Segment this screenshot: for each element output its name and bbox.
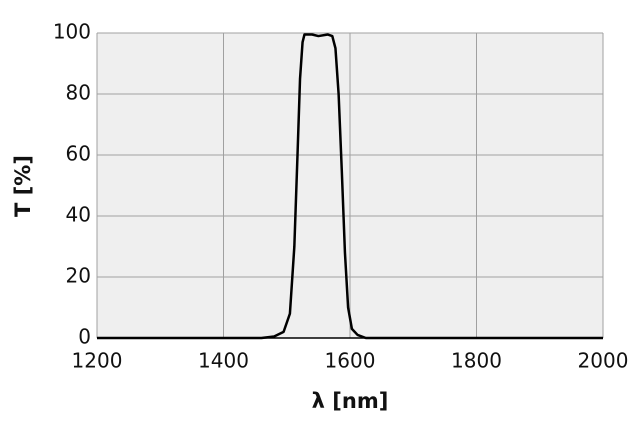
y-tick-label: 100: [53, 20, 91, 44]
x-tick-label: 1400: [198, 349, 249, 373]
x-tick-label: 1600: [325, 349, 376, 373]
x-axis-title: λ [nm]: [312, 389, 389, 413]
y-tick-label: 80: [66, 81, 91, 105]
y-tick-label: 40: [66, 203, 91, 227]
y-axis-title: T [%]: [11, 155, 35, 217]
data-line: [97, 33, 603, 340]
x-tick-label: 1200: [72, 349, 123, 373]
y-tick-label: 60: [66, 142, 91, 166]
y-tick-label: 0: [78, 325, 91, 349]
x-tick-label: 1800: [451, 349, 502, 373]
x-tick-label: 2000: [578, 349, 629, 373]
y-tick-label: 20: [66, 264, 91, 288]
